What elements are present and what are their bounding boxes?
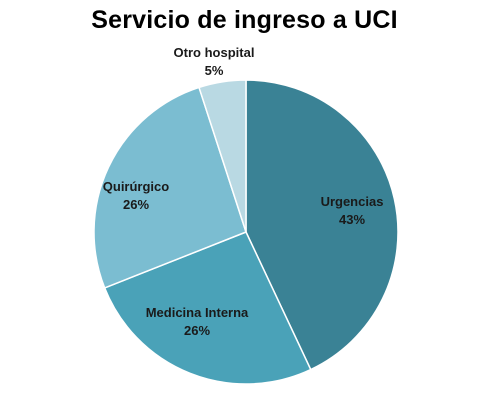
pie-slice-quirurgico [93,86,247,289]
slice-label-quirurgico: Quirúrgico [103,179,170,194]
slice-percent-otro-hospital: 5% [205,63,224,78]
pie-slice-medicina-interna [103,231,312,385]
slice-percent-urgencias: 43% [339,212,365,227]
slice-label-urgencias: Urgencias [321,194,384,209]
slice-percent-medicina-interna: 26% [184,323,210,338]
pie-slice-urgencias [245,79,399,371]
pie-slice-otro-hospital [198,79,247,233]
chart-title: Servicio de ingreso a UCI [91,6,398,34]
slice-percent-quirurgico: 26% [123,197,149,212]
slice-label-otro-hospital: Otro hospital [174,45,255,60]
slice-label-medicina-interna: Medicina Interna [146,305,249,320]
